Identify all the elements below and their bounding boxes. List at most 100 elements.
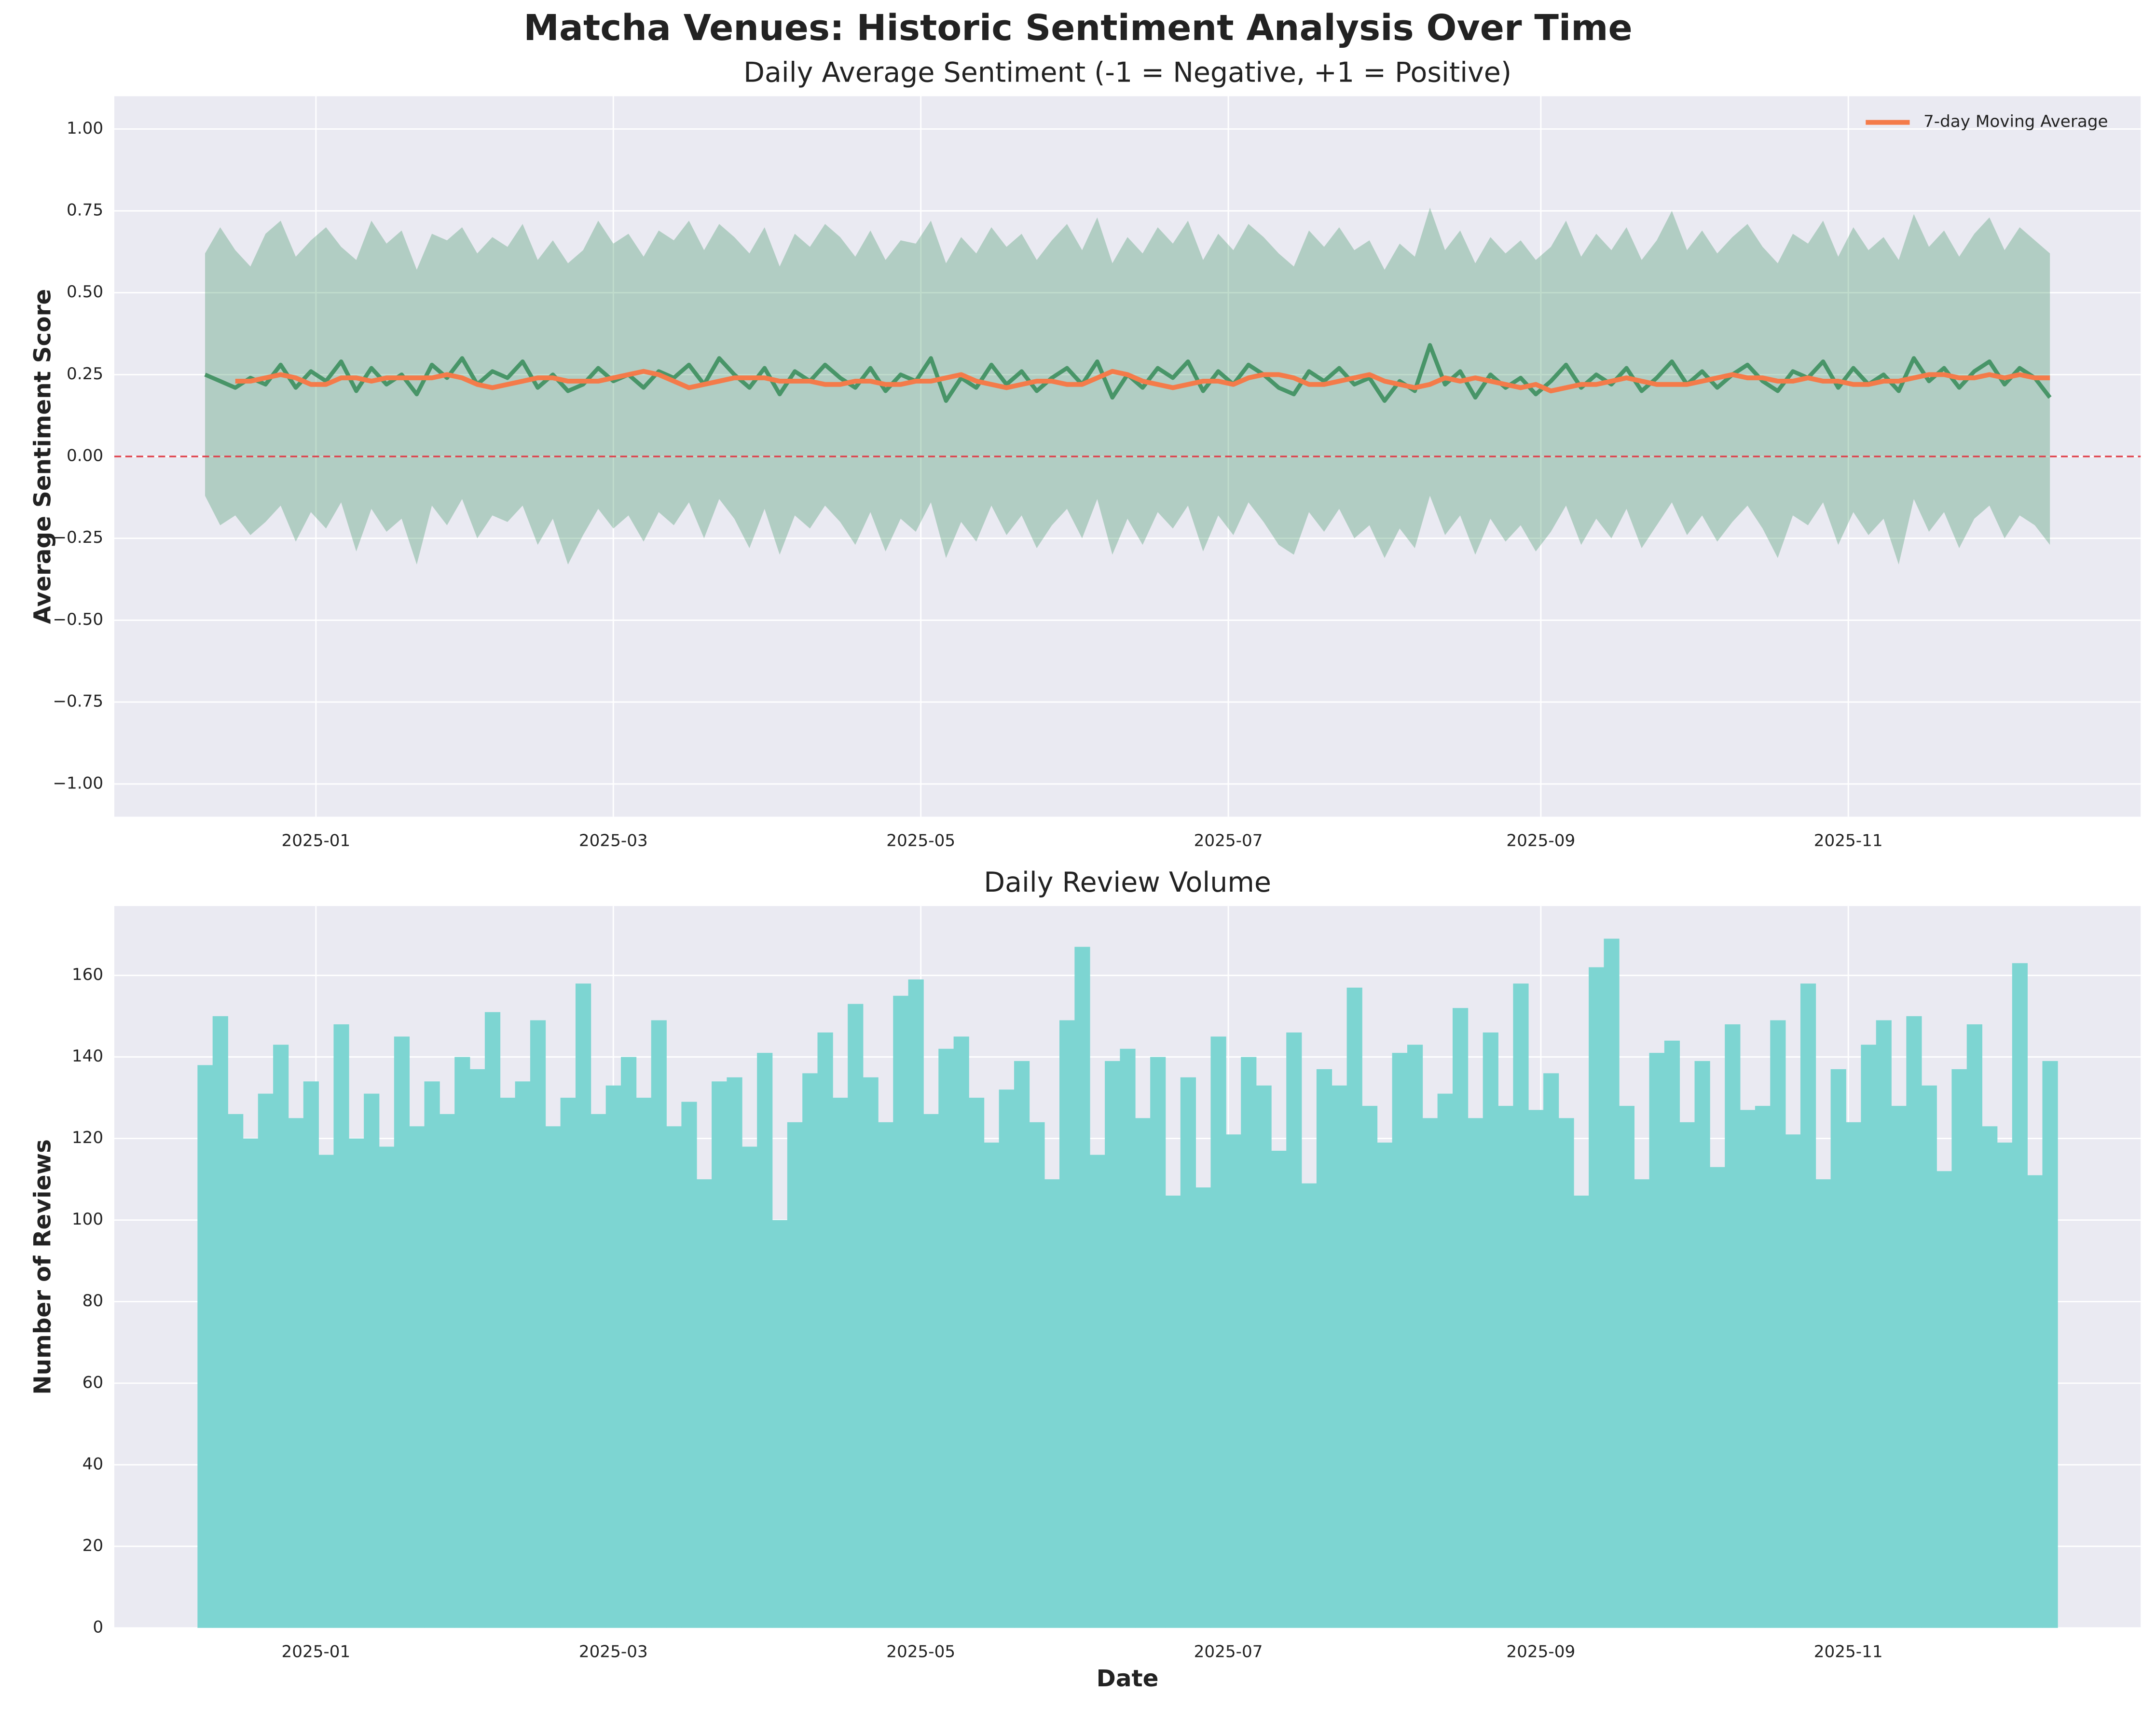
bar bbox=[303, 1081, 319, 1628]
bar bbox=[1074, 947, 1090, 1628]
bar bbox=[696, 1179, 712, 1628]
bar bbox=[1997, 1143, 2013, 1628]
x-tick-label: 2025-03 bbox=[579, 831, 648, 850]
bar bbox=[1483, 1032, 1498, 1628]
bar bbox=[394, 1036, 410, 1628]
bar bbox=[1241, 1057, 1257, 1628]
y-tick-label: 100 bbox=[72, 1210, 103, 1229]
x-tick-label: 2025-11 bbox=[1814, 831, 1883, 850]
bar bbox=[1301, 1183, 1317, 1628]
x-tick-label: 2025-07 bbox=[1194, 1642, 1263, 1662]
bar bbox=[772, 1220, 788, 1628]
bar bbox=[197, 1065, 213, 1628]
bar bbox=[1709, 1167, 1726, 1628]
bar bbox=[1664, 1040, 1680, 1628]
bar bbox=[318, 1155, 334, 1628]
bar bbox=[1770, 1020, 1786, 1628]
confidence-band bbox=[205, 207, 2050, 565]
bar bbox=[1830, 1069, 1846, 1628]
y-tick-label: −0.50 bbox=[53, 610, 103, 629]
bar bbox=[968, 1098, 985, 1628]
bar bbox=[999, 1089, 1015, 1628]
bar bbox=[666, 1126, 682, 1628]
bar bbox=[1634, 1179, 1650, 1628]
bar bbox=[1921, 1085, 1937, 1628]
x-tick-label: 2025-11 bbox=[1814, 1642, 1883, 1662]
x-tick-label: 2025-07 bbox=[1194, 831, 1263, 850]
bar bbox=[364, 1093, 380, 1628]
bar bbox=[1332, 1085, 1347, 1628]
bar bbox=[454, 1057, 470, 1628]
bar bbox=[1528, 1110, 1544, 1628]
x-tick-label: 2025-05 bbox=[886, 831, 955, 850]
bar bbox=[1558, 1118, 1574, 1628]
bar bbox=[1195, 1187, 1211, 1628]
bar bbox=[1740, 1110, 1756, 1628]
bar bbox=[1346, 987, 1362, 1628]
bar bbox=[469, 1069, 485, 1628]
moving-average-line bbox=[235, 369, 2050, 394]
y-tick-label: 0.75 bbox=[67, 201, 103, 220]
bar bbox=[258, 1093, 274, 1628]
bar bbox=[1513, 983, 1529, 1628]
bar bbox=[1845, 1122, 1862, 1628]
bar bbox=[1044, 1179, 1060, 1628]
bar bbox=[1906, 1016, 1922, 1628]
x-tick-label: 2025-03 bbox=[579, 1642, 648, 1662]
bar bbox=[1210, 1036, 1226, 1628]
bar bbox=[243, 1138, 259, 1628]
y-tick-label: −0.25 bbox=[53, 528, 103, 547]
x-tick-label: 2025-01 bbox=[281, 831, 350, 850]
y-tick-label: 40 bbox=[82, 1454, 104, 1474]
bar bbox=[1755, 1106, 1771, 1628]
bar bbox=[2012, 963, 2028, 1628]
y-tick-label: 120 bbox=[72, 1128, 103, 1147]
bar bbox=[605, 1085, 621, 1628]
y-tick-label: 0.00 bbox=[67, 446, 103, 466]
bar bbox=[439, 1114, 455, 1628]
bar bbox=[848, 1004, 864, 1628]
bar bbox=[1589, 967, 1605, 1628]
bar bbox=[2027, 1175, 2043, 1628]
bar bbox=[1286, 1032, 1302, 1628]
bar bbox=[484, 1012, 501, 1628]
bar bbox=[1604, 938, 1620, 1628]
bar bbox=[1316, 1069, 1332, 1628]
bar bbox=[832, 1098, 849, 1628]
x-axis-label: Date bbox=[1097, 1665, 1159, 1692]
bar bbox=[863, 1077, 879, 1628]
bar bbox=[1422, 1118, 1438, 1628]
bar bbox=[500, 1098, 516, 1628]
x-tick-label: 2025-09 bbox=[1506, 831, 1575, 850]
bar bbox=[817, 1032, 833, 1628]
x-tick-label: 2025-01 bbox=[281, 1642, 350, 1662]
bar bbox=[1453, 1008, 1469, 1628]
bar bbox=[787, 1122, 803, 1628]
bar bbox=[1180, 1077, 1196, 1628]
bar bbox=[1936, 1171, 1952, 1628]
bar bbox=[1029, 1122, 1045, 1628]
bar bbox=[2042, 1061, 2058, 1628]
y-tick-label: 1.00 bbox=[67, 119, 103, 138]
bar bbox=[379, 1146, 395, 1628]
bar bbox=[1361, 1106, 1378, 1628]
y-tick-label: −0.75 bbox=[53, 692, 103, 711]
y-tick-label: 20 bbox=[82, 1536, 104, 1555]
bar bbox=[1785, 1134, 1801, 1628]
bar bbox=[545, 1126, 561, 1628]
figure-title: Matcha Venues: Historic Sentiment Analys… bbox=[523, 7, 1632, 49]
bar bbox=[1498, 1106, 1514, 1628]
bar bbox=[1891, 1106, 1907, 1628]
bar bbox=[1649, 1053, 1665, 1628]
bar bbox=[712, 1081, 728, 1628]
bar bbox=[923, 1114, 939, 1628]
bar bbox=[530, 1020, 546, 1628]
bar bbox=[1271, 1150, 1287, 1628]
y-tick-label: 0.50 bbox=[67, 282, 103, 302]
bar bbox=[878, 1122, 894, 1628]
bar bbox=[1165, 1195, 1181, 1628]
bar bbox=[1256, 1085, 1272, 1628]
x-tick-label: 2025-09 bbox=[1506, 1642, 1575, 1662]
bar bbox=[409, 1126, 425, 1628]
